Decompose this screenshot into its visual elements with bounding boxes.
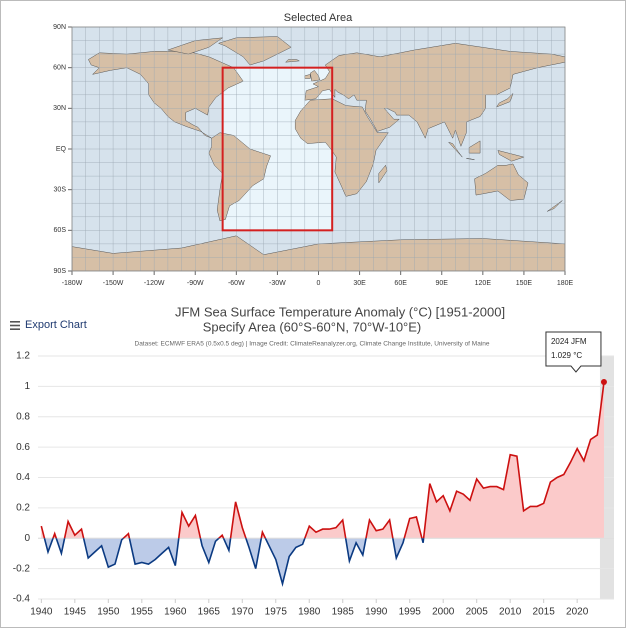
x-tick-label: 1955 — [131, 607, 154, 618]
x-tick-label: 1985 — [332, 607, 355, 618]
area-above — [41, 382, 604, 539]
land — [474, 163, 529, 201]
map-x-tick-label: -150W — [103, 280, 124, 287]
export-chart-button[interactable]: Export Chart — [10, 319, 87, 331]
chart-title: JFM Sea Surface Temperature Anomaly (°C)… — [175, 304, 505, 319]
land — [547, 200, 563, 212]
land — [378, 164, 388, 184]
map-y-tick-label: 60N — [53, 65, 66, 72]
y-tick-label: 0.6 — [16, 442, 30, 453]
map-x-tick-label: -180W — [62, 280, 83, 287]
x-tick-label: 1975 — [265, 607, 288, 618]
export-label: Export Chart — [25, 319, 87, 331]
map-x-tick-label: 90E — [436, 280, 449, 287]
map-x-tick-label: 60E — [394, 280, 407, 287]
x-tick-label: 2020 — [566, 607, 589, 618]
map-y-tick-label: 60S — [54, 227, 67, 234]
x-tick-label: 1980 — [298, 607, 321, 618]
map-x-tick-label: 150E — [516, 280, 533, 287]
tooltip-value: 1.029 °C — [551, 351, 582, 360]
x-tick-label: 1990 — [365, 607, 388, 618]
map: -180W -150W -120W -90W -60W -30W 0 30E 60E 90E 120… — [53, 24, 573, 287]
x-tick-label: 1945 — [64, 607, 87, 618]
land — [466, 158, 475, 161]
x-tick-label: 2015 — [533, 607, 556, 618]
chart-credit: Dataset: ECMWF ERA5 (0.5x0.5 deg) | Imag… — [135, 341, 490, 348]
area-below — [41, 538, 604, 584]
x-tick-label: 1970 — [231, 607, 254, 618]
x-tick-label: 1995 — [399, 607, 422, 618]
highlight-point — [600, 378, 607, 385]
x-tick-label: 2010 — [499, 607, 522, 618]
map-x-tick-label: -60W — [228, 280, 245, 287]
land — [497, 150, 525, 162]
map-title: Selected Area — [284, 12, 353, 24]
menu-icon — [10, 320, 20, 330]
map-y-tick-label: 30N — [53, 105, 66, 112]
y-tick-label: 0.4 — [16, 472, 30, 483]
tooltip-box — [545, 331, 602, 373]
map-x-tick-label: 120E — [475, 280, 492, 287]
chart-subtitle: Specify Area (60°S-60°N, 70°W-10°E) — [203, 319, 422, 334]
y-tick-label: -0.2 — [13, 563, 31, 574]
selection-box — [221, 66, 334, 232]
map-x-tick-label: 180E — [557, 280, 574, 287]
map-y-tick-label: 30S — [54, 187, 67, 194]
x-tick-label: 1960 — [164, 607, 187, 618]
map-y-tick-label: EQ — [56, 146, 67, 153]
chart: 1.2 1 0.8 0.6 0.4 0.2 0 -0.2 -0.4 1940 1945 1950 195… — [13, 331, 614, 618]
y-tick-label: 0.2 — [16, 503, 30, 514]
x-tick-label: 1950 — [97, 607, 120, 618]
map-y-tick-label: 90N — [53, 24, 66, 31]
y-tick-label: 1.2 — [16, 351, 30, 362]
map-x-tick-label: 30E — [353, 280, 366, 287]
line-below — [43, 538, 425, 587]
x-tick-label: 2005 — [466, 607, 489, 618]
map-x-tick-label: -30W — [269, 280, 286, 287]
land — [284, 59, 301, 63]
map-x-tick-label: 0 — [317, 280, 321, 287]
x-tick-label: 1940 — [30, 607, 53, 618]
map-y-tick-label: 90S — [54, 268, 67, 275]
map-border — [71, 26, 566, 272]
y-tick-label: -0.4 — [13, 594, 31, 605]
x-tick-label: 2000 — [432, 607, 455, 618]
map-x-tick-label: -120W — [144, 280, 165, 287]
line-above — [40, 381, 605, 539]
x-tick-label: 1965 — [198, 607, 221, 618]
y-tick-label: 0 — [24, 533, 30, 544]
y-tick-label: 0.8 — [16, 411, 30, 422]
tooltip-label: 2024 JFM — [551, 337, 587, 346]
y-tick-label: 1 — [24, 381, 30, 392]
map-x-tick-label: -90W — [187, 280, 204, 287]
